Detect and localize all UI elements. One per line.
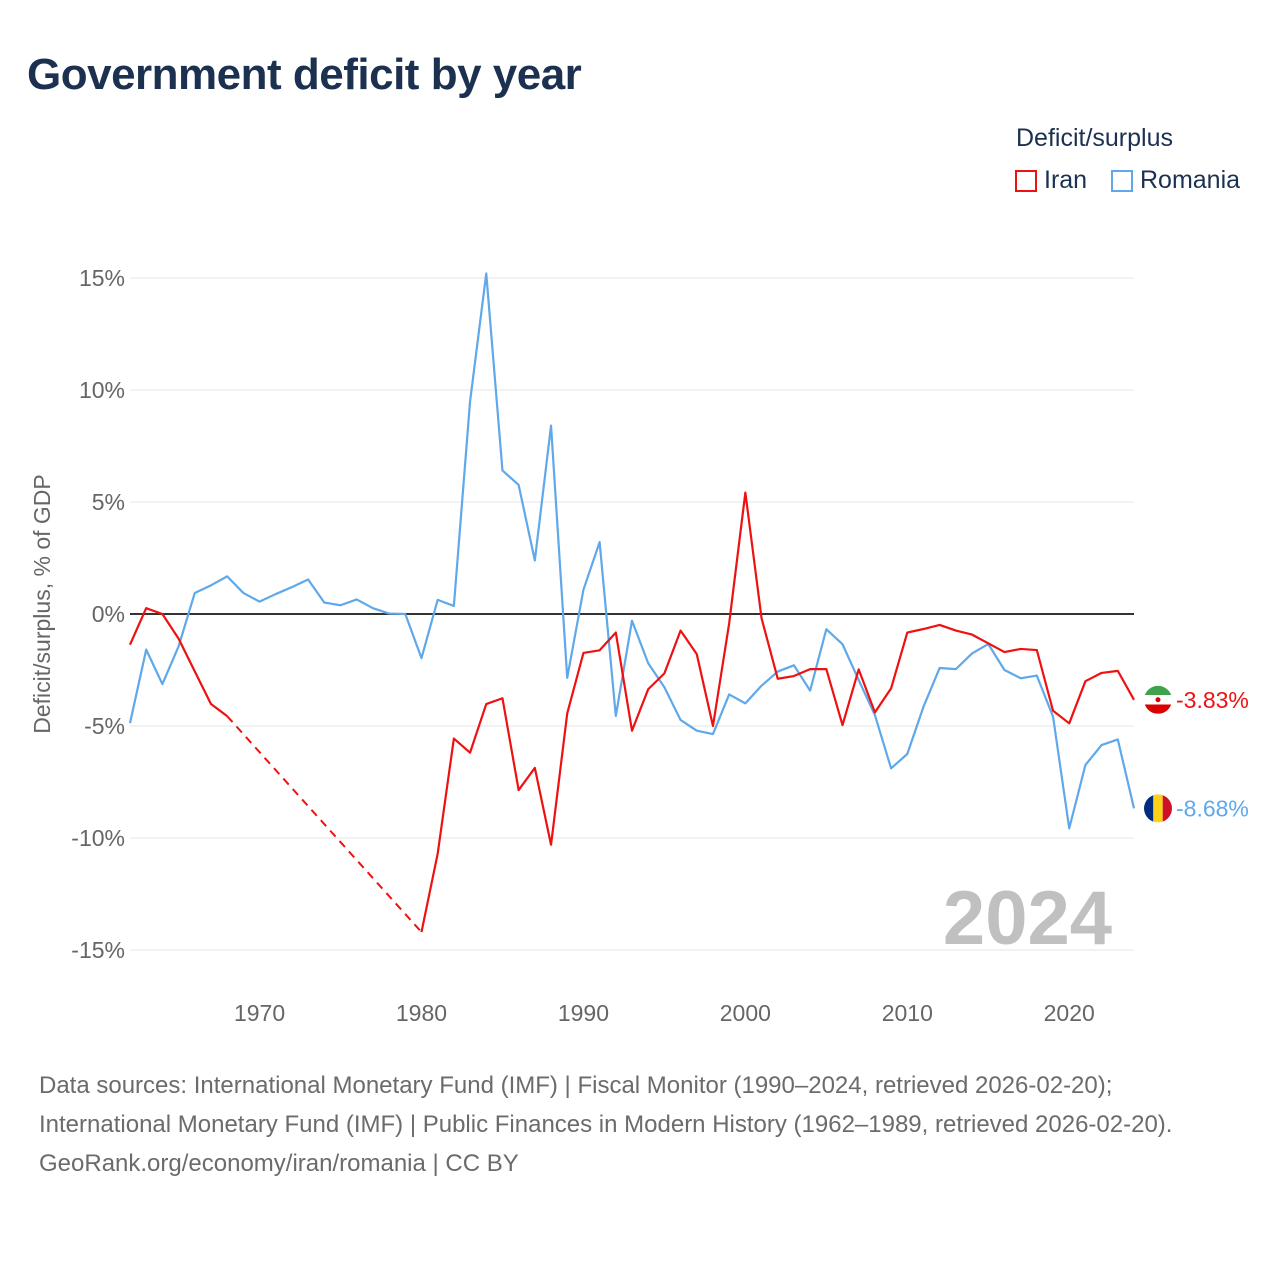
legend-item-romania[interactable]: Romania	[1111, 166, 1240, 195]
flag-iran-icon	[1144, 685, 1172, 714]
x-tick-label: 1970	[234, 1000, 285, 1026]
legend-label-iran: Iran	[1044, 166, 1088, 194]
series-line-iran[interactable]	[128, 607, 228, 718]
footer: Data sources: International Monetary Fun…	[39, 1066, 1239, 1183]
end-label-romania: -8.68%	[1176, 795, 1249, 821]
y-tick-label: -5%	[84, 713, 125, 739]
y-axis-label: Deficit/surplus, % of GDP	[29, 474, 55, 733]
series-line-romania[interactable]	[128, 272, 1136, 830]
flag-romania-icon	[1144, 794, 1172, 823]
data-sources: Data sources: International Monetary Fun…	[39, 1072, 1173, 1138]
year-label: 2024	[943, 876, 1112, 961]
legend-title: Deficit/surplus	[1016, 124, 1173, 152]
x-tick-label: 2010	[882, 1000, 933, 1026]
legend-swatch-romania	[1111, 169, 1133, 192]
series-line-iran[interactable]	[420, 491, 1135, 933]
y-tick-label: 10%	[79, 377, 125, 403]
y-tick-label: -10%	[71, 825, 125, 851]
chart-title: Government deficit by year	[27, 50, 582, 99]
y-tick-label: 5%	[92, 489, 125, 515]
x-tick-label: 2000	[720, 1000, 771, 1026]
x-tick-label: 1980	[396, 1000, 447, 1026]
legend-swatch-iran	[1015, 169, 1037, 192]
end-label-iran: -3.83%	[1176, 687, 1249, 713]
series-gap-iran	[226, 715, 423, 933]
y-tick-label: 15%	[79, 265, 125, 291]
legend-item-iran[interactable]: Iran	[1015, 166, 1087, 195]
legend-label-romania: Romania	[1140, 166, 1241, 194]
y-tick-label: -15%	[71, 937, 125, 963]
y-tick-label: 0%	[92, 601, 125, 627]
x-tick-label: 1990	[558, 1000, 609, 1026]
plot-area: 15% 10% 5% 0% -5% -10% -15% 1970 1980 1990 2000 201…	[29, 265, 1249, 1026]
credit-link[interactable]: GeoRank.org/economy/iran/romania | CC BY	[39, 1150, 519, 1177]
x-tick-label: 2020	[1044, 1000, 1095, 1026]
